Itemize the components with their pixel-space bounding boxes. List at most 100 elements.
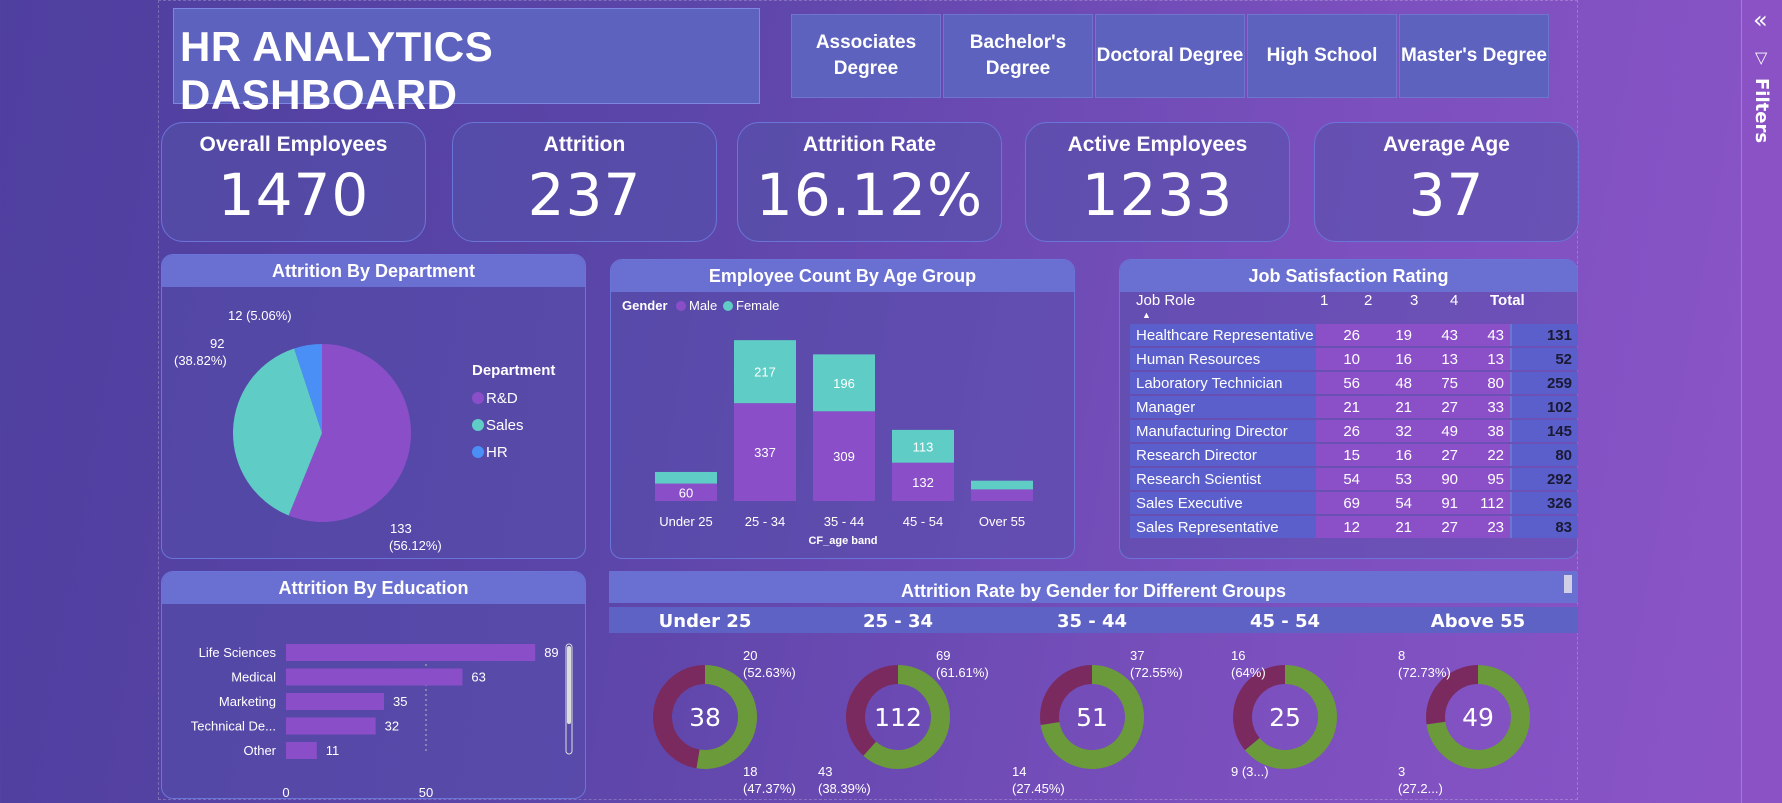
bar-data-label: 32: [385, 719, 399, 734]
bar-male: [892, 462, 954, 501]
rating-cell: 15: [1316, 444, 1366, 466]
bar-female: [892, 429, 954, 463]
age-group-bar-chart: Gender Male Female 60 Under 25 337 217 25 - 34 3…: [622, 298, 1033, 547]
kpi-label: Average Age: [1383, 133, 1510, 156]
education-option[interactable]: Associates Degree: [791, 14, 941, 98]
filters-pane[interactable]: « ▽ Filters: [1741, 0, 1782, 803]
education-option[interactable]: High School: [1247, 14, 1397, 98]
rating-header[interactable]: 2: [1364, 292, 1373, 309]
job-role-header[interactable]: Job Role: [1136, 292, 1196, 309]
donut-segment: [1040, 665, 1092, 725]
donut-data-label: 3: [1398, 764, 1405, 779]
x-tick-label: Under 25: [659, 514, 712, 529]
kpi-value: 1470: [217, 161, 370, 229]
job-role-cell: Human Resources: [1130, 348, 1316, 370]
total-cell: 83: [1510, 516, 1578, 538]
rating-cell: 19: [1366, 324, 1418, 346]
donut-data-label: (27.2...): [1398, 781, 1443, 796]
rating-cell: 22: [1464, 444, 1510, 466]
bar: [286, 742, 317, 759]
donut-data-label: (72.73%): [1398, 665, 1451, 680]
rating-cell: 91: [1418, 492, 1464, 514]
pie-data-label: (38.82%): [174, 353, 227, 368]
rating-header[interactable]: 3: [1410, 292, 1419, 309]
collapse-chevron-icon[interactable]: «: [1753, 6, 1768, 34]
rating-cell: 21: [1316, 396, 1366, 418]
y-tick-label: Medical: [231, 670, 276, 685]
department-card-title: Attrition By Department: [162, 255, 585, 287]
table-row[interactable]: Manufacturing Director 26 32 49 38 145: [1130, 420, 1578, 442]
bar-female: [971, 480, 1033, 490]
donut-center-total: 25: [1269, 703, 1301, 732]
donut-data-label: 37: [1130, 648, 1144, 663]
bar-data-label: 196: [833, 376, 855, 391]
bar-male: [734, 403, 796, 501]
kpi-value: 1233: [1081, 161, 1234, 229]
pie-data-label: 92: [210, 336, 224, 351]
rating-cell: 69: [1316, 492, 1366, 514]
scrollbar-thumb[interactable]: [1564, 575, 1572, 593]
rating-header[interactable]: 1: [1320, 292, 1329, 309]
table-row[interactable]: Sales Representative 12 21 27 23 83: [1130, 516, 1578, 538]
pie-data-label: 12 (5.06%): [228, 308, 292, 323]
dashboard-title-text: HR ANALYTICS DASHBOARD: [180, 23, 494, 118]
rating-cell: 23: [1464, 516, 1510, 538]
legend-label: Sales: [486, 417, 524, 434]
group-header-band: [609, 607, 1578, 633]
table-row[interactable]: Human Resources 10 16 13 13 52: [1130, 348, 1578, 370]
bar-male: [971, 489, 1033, 501]
kpi-label: Attrition: [543, 133, 626, 156]
rating-cell: 27: [1418, 396, 1464, 418]
donut-data-label: (64%): [1231, 665, 1266, 680]
education-option[interactable]: Doctoral Degree: [1095, 14, 1245, 98]
table-row[interactable]: Sales Executive 69 54 91 112 326: [1130, 492, 1578, 514]
y-tick-label: Technical De...: [191, 719, 276, 734]
donut-segment: [846, 665, 898, 756]
kpi-card: Attrition 237: [452, 122, 717, 242]
table-row[interactable]: Healthcare Representative 26 19 43 43 131: [1130, 324, 1578, 346]
y-tick-label: Marketing: [219, 694, 276, 709]
total-header[interactable]: Total: [1490, 292, 1525, 309]
rating-cell: 95: [1464, 468, 1510, 490]
legend-title: Gender: [622, 298, 668, 313]
rating-cell: 38: [1464, 420, 1510, 442]
table-row[interactable]: Research Scientist 54 53 90 95 292: [1130, 468, 1578, 490]
total-cell: 145: [1510, 420, 1578, 442]
rating-cell: 43: [1418, 324, 1464, 346]
legend-marker: [723, 301, 733, 311]
group-header: 25 - 34: [863, 611, 933, 632]
pie-data-label: 133: [390, 521, 412, 536]
job-satisfaction-table: Healthcare Representative 26 19 43 43 131 Huma…: [1130, 322, 1578, 540]
donut-segment: [1244, 665, 1337, 769]
table-row[interactable]: Manager 21 21 27 33 102: [1130, 396, 1578, 418]
legend-marker: [472, 392, 484, 404]
education-option[interactable]: Master's Degree: [1399, 14, 1549, 98]
department-card: Attrition By Department 133 (56.12%) 92 (38…: [161, 254, 586, 559]
donut-data-label: 43: [818, 764, 832, 779]
rating-header[interactable]: 4: [1450, 292, 1459, 309]
y-tick-label: Other: [243, 743, 276, 758]
x-axis-title: CF_age band: [808, 535, 877, 547]
job-role-cell: Research Director: [1130, 444, 1316, 466]
education-option[interactable]: Bachelor's Degree: [943, 14, 1093, 98]
kpi-label: Overall Employees: [199, 133, 388, 156]
donut-data-label: (47.37%): [743, 781, 796, 796]
legend-marker: [472, 419, 484, 431]
table-row[interactable]: Research Director 15 16 27 22 80: [1130, 444, 1578, 466]
rating-cell: 53: [1366, 468, 1418, 490]
donut-data-label: 69: [936, 648, 950, 663]
bar-data-label: 35: [393, 694, 407, 709]
rating-cell: 48: [1366, 372, 1418, 394]
rating-cell: 21: [1366, 516, 1418, 538]
scrollbar: [565, 643, 573, 755]
kpi-card: Attrition Rate 16.12%: [737, 122, 1002, 242]
gender-card-title: Attrition Rate by Gender for Different G…: [609, 571, 1578, 603]
legend-label: Male: [689, 298, 717, 313]
table-row[interactable]: Laboratory Technician 56 48 75 80 259: [1130, 372, 1578, 394]
education-card-title: Attrition By Education: [162, 572, 585, 604]
rating-cell: 54: [1366, 492, 1418, 514]
department-pie-chart: 133 (56.12%) 92 (38.82%) 12 (5.06%) Departmen…: [174, 308, 555, 553]
donut-segment: [696, 665, 757, 769]
filters-label: Filters: [1751, 78, 1772, 144]
total-cell: 259: [1510, 372, 1578, 394]
